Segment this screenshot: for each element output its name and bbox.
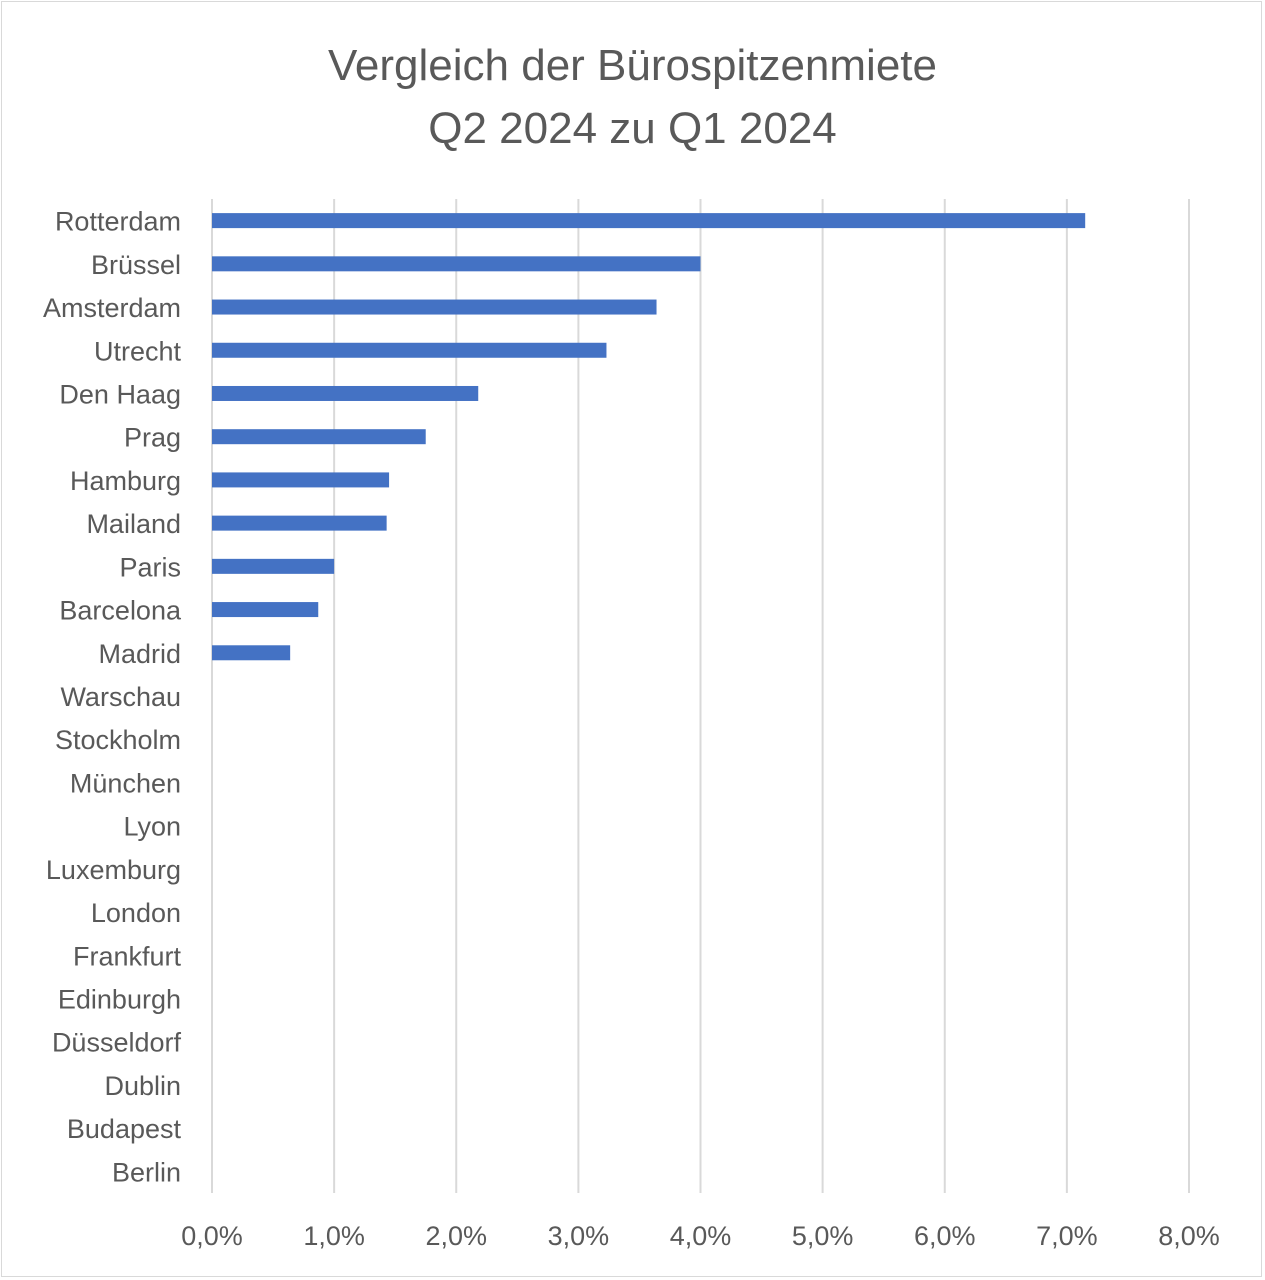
category-label: Paris bbox=[119, 552, 181, 582]
gridlines bbox=[211, 199, 1190, 1193]
chart-title: Vergleich der Bürospitzenmiete Q2 2024 z… bbox=[0, 34, 1265, 160]
x-tick-label: 3,0% bbox=[548, 1221, 610, 1251]
x-tick-label: 7,0% bbox=[1036, 1221, 1098, 1251]
category-label: Dublin bbox=[104, 1071, 181, 1101]
category-label: London bbox=[91, 898, 181, 928]
x-tick-label: 8,0% bbox=[1158, 1221, 1220, 1251]
category-labels: Rotterdam Brüssel Amsterdam Utrecht Den Haag… bbox=[43, 207, 182, 1188]
bar-brüssel bbox=[212, 256, 701, 272]
category-label: Warschau bbox=[60, 682, 181, 712]
bar-mailand bbox=[212, 515, 387, 531]
x-tick-label: 6,0% bbox=[914, 1221, 976, 1251]
category-label: Prag bbox=[124, 423, 181, 453]
x-tick-label: 2,0% bbox=[425, 1221, 487, 1251]
category-label: Amsterdam bbox=[43, 293, 181, 323]
category-label: Hamburg bbox=[70, 466, 181, 496]
bar-madrid bbox=[212, 645, 291, 661]
x-tick-label: 0,0% bbox=[181, 1221, 243, 1251]
category-label: Düsseldorf bbox=[52, 1028, 182, 1058]
bar-den-haag bbox=[212, 385, 479, 401]
category-label: Brüssel bbox=[91, 250, 181, 280]
category-label: Budapest bbox=[67, 1114, 182, 1144]
x-tick-label: 1,0% bbox=[303, 1221, 365, 1251]
category-label: Berlin bbox=[112, 1157, 181, 1187]
x-tick-label: 4,0% bbox=[670, 1221, 732, 1251]
bar-barcelona bbox=[212, 602, 319, 618]
bar-utrecht bbox=[212, 342, 607, 358]
category-label: Edinburgh bbox=[58, 985, 181, 1015]
x-tick-label: 5,0% bbox=[792, 1221, 854, 1251]
category-label: Utrecht bbox=[94, 336, 182, 366]
category-label: Frankfurt bbox=[73, 941, 182, 971]
category-label: Den Haag bbox=[59, 379, 181, 409]
category-label: Mailand bbox=[86, 509, 181, 539]
chart-subtitle-line: Q2 2024 zu Q1 2024 bbox=[428, 104, 837, 153]
category-label: Lyon bbox=[123, 812, 181, 842]
category-label: Barcelona bbox=[59, 596, 182, 626]
category-label: Madrid bbox=[98, 639, 181, 669]
category-label: Stockholm bbox=[55, 725, 181, 755]
bars bbox=[212, 213, 1086, 661]
bar-rotterdam bbox=[212, 213, 1086, 229]
category-label: München bbox=[70, 768, 181, 798]
bar-paris bbox=[212, 558, 335, 574]
bar-hamburg bbox=[212, 472, 390, 488]
x-tick-labels: 0,0% 1,0% 2,0% 3,0% 4,0% 5,0% 6,0% 7,0% 8,0% bbox=[181, 1221, 1220, 1251]
category-label: Luxemburg bbox=[46, 855, 181, 885]
chart-title-line: Vergleich der Bürospitzenmiete bbox=[328, 41, 937, 90]
category-label: Rotterdam bbox=[55, 207, 181, 237]
bar-amsterdam bbox=[212, 299, 657, 315]
bar-prag bbox=[212, 429, 426, 445]
